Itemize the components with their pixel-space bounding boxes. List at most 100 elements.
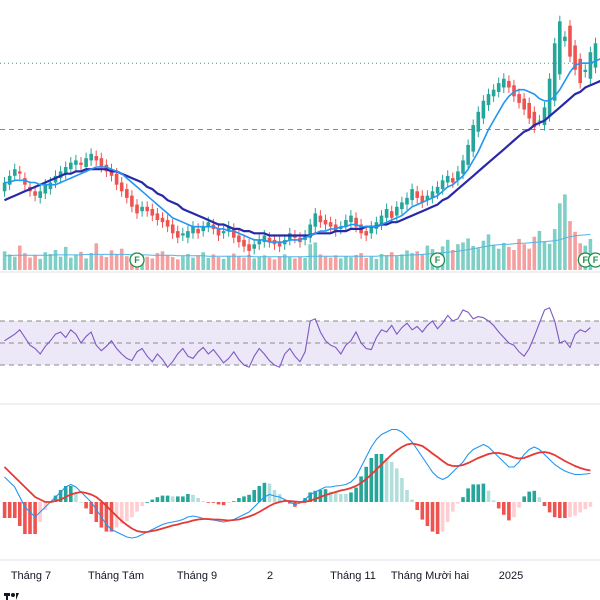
candle-body	[145, 206, 149, 212]
macd-histogram-bar	[339, 494, 343, 502]
candle-body	[196, 228, 200, 234]
candle-body	[405, 197, 409, 205]
candle-body	[176, 231, 180, 238]
volume-bar	[389, 252, 394, 270]
volume-bar	[226, 255, 231, 270]
volume-bar	[558, 203, 562, 270]
volume-bar	[466, 238, 470, 270]
volume-bar	[94, 243, 99, 270]
volume-bar	[7, 254, 12, 270]
candle-body	[578, 58, 582, 84]
volume-bar	[512, 250, 516, 270]
macd-histogram-bar	[186, 494, 190, 502]
macd-histogram-bar	[389, 462, 394, 502]
macd-histogram-bar	[216, 502, 221, 505]
rsi-panel	[0, 307, 600, 369]
candle-body	[502, 78, 506, 88]
volume-bar	[74, 254, 78, 270]
volume-bar	[145, 256, 149, 270]
macd-histogram-bar	[23, 502, 27, 534]
macd-histogram-bar	[84, 502, 88, 509]
candle-body	[532, 111, 537, 128]
volume-bar	[262, 255, 267, 270]
macd-histogram-bar	[201, 501, 205, 502]
macd-histogram-bar	[507, 502, 511, 521]
volume-bar	[456, 244, 460, 270]
macd-histogram-bar	[99, 502, 104, 528]
volume-bar	[445, 239, 450, 270]
dividend-marker[interactable]: F	[587, 252, 600, 268]
candle-body	[476, 111, 481, 132]
volume-bar	[2, 251, 7, 270]
x-axis: Tháng 7 Tháng Tám Tháng 9 2 Tháng 11 Thá…	[11, 570, 523, 582]
candle-body	[491, 89, 496, 97]
macd-histogram-bar	[491, 500, 496, 502]
macd-histogram-bar	[221, 502, 226, 506]
macd-histogram-bar	[496, 502, 501, 509]
macd-histogram-bar	[471, 484, 475, 502]
volume-bar	[89, 253, 93, 270]
candle-body	[252, 244, 256, 249]
volume-bar	[237, 256, 241, 270]
candle-body	[389, 211, 394, 218]
macd-histogram-bar	[247, 494, 251, 502]
candle-body	[232, 228, 236, 238]
tv-logo-icon[interactable]	[4, 593, 19, 600]
macd-histogram-bar	[130, 502, 134, 518]
candle-body	[191, 226, 195, 234]
x-tick-label: Tháng 7	[11, 570, 51, 582]
macd-histogram-bar	[18, 502, 22, 526]
macd-histogram-bar	[313, 490, 318, 502]
candle-body	[79, 162, 83, 165]
dividend-marker[interactable]: F	[429, 252, 446, 268]
candle-body	[257, 239, 262, 245]
volume-ma-line	[4, 233, 591, 258]
volume-bar	[354, 254, 358, 270]
volume-bar	[293, 258, 297, 270]
candle-body	[313, 213, 318, 227]
macd-histogram-bar	[405, 490, 409, 502]
volume-bar	[395, 256, 399, 270]
candle-body	[150, 209, 155, 216]
volume-bar	[33, 255, 37, 270]
macd-histogram-bar	[232, 501, 236, 502]
volume-bar	[379, 254, 384, 270]
macd-histogram-bar	[277, 494, 282, 502]
macd-histogram-bar	[481, 483, 486, 502]
macd-histogram-bar	[440, 502, 445, 532]
volume-bar	[476, 248, 481, 270]
volume-bar	[507, 246, 511, 270]
candle-body	[125, 189, 129, 198]
volume-bar	[63, 246, 68, 270]
candle-body	[328, 222, 333, 227]
macd-histogram-bar	[262, 482, 267, 502]
volume-bar	[282, 254, 287, 270]
macd-histogram-bar	[552, 502, 557, 518]
macd-histogram-bar	[451, 502, 455, 512]
candle-body	[430, 191, 435, 198]
candle-body	[237, 235, 241, 243]
macd-histogram-bar	[160, 495, 165, 502]
volume-bar	[481, 240, 486, 270]
macd-histogram-bar	[532, 490, 537, 502]
macd-histogram-bar	[558, 502, 562, 518]
volume-bar	[522, 244, 526, 270]
candle-body	[69, 162, 73, 170]
candle-body	[58, 171, 63, 178]
candle-body	[267, 237, 272, 243]
candle-body	[63, 167, 68, 174]
volume-bar	[119, 248, 124, 270]
macd-histogram-bar	[563, 502, 567, 518]
macd-histogram-bar	[573, 502, 577, 516]
macd-histogram-bar	[435, 502, 440, 534]
dividend-marker[interactable]: F	[129, 252, 145, 268]
volume-bar	[349, 257, 353, 270]
volume-bar	[537, 230, 542, 270]
volume-bar	[491, 244, 496, 270]
candle-body	[547, 78, 552, 117]
volume-bar	[114, 254, 119, 270]
candle-body	[400, 202, 404, 209]
macd-histogram-bar	[176, 496, 180, 502]
macd-histogram-bar	[568, 502, 572, 518]
